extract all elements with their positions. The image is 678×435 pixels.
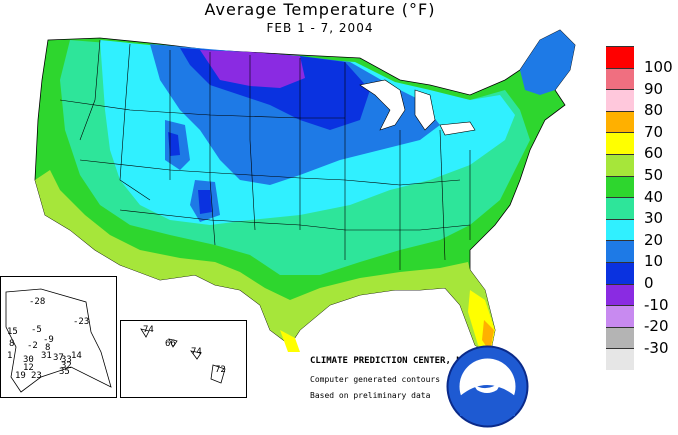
legend-swatch	[606, 89, 634, 111]
great-lakes	[359, 79, 476, 136]
legend-swatch	[606, 261, 634, 284]
legend-swatch	[606, 326, 634, 349]
state-lines	[59, 39, 471, 270]
legend-label: -30	[644, 338, 669, 357]
legend-swatch	[606, 110, 634, 133]
legend-label: 0	[644, 273, 654, 292]
alaska-temp-label: 12	[23, 363, 34, 373]
legend-label: 10	[644, 252, 664, 271]
hawaii-outline	[140, 328, 226, 384]
alaska-inset: -28 -23 15 -5 -9 8 -2 1 8 14 37 30 31 33 32 35 12 19 23	[0, 276, 117, 398]
alaska-temp-label: 23	[31, 371, 42, 381]
alaska-temp-label: 37	[53, 353, 64, 363]
alaska-temp-label: 15	[7, 327, 18, 337]
band-50	[35, 170, 495, 355]
legend-label: 70	[644, 122, 664, 141]
map-title: Average Temperature (°F)	[204, 0, 436, 19]
legend-swatch	[606, 46, 634, 68]
legend-swatch	[606, 283, 634, 306]
legend-label: -20	[644, 317, 669, 336]
hawaii-inset: 74 66 74 72	[120, 320, 247, 398]
credits-line2: Based on preliminary data	[310, 391, 431, 400]
legend-label: 80	[644, 101, 664, 120]
band-10-ne	[520, 30, 575, 95]
credits-block: CLIMATE PREDICTION CENTER, NOAA Computer…	[310, 356, 478, 407]
alaska-temp-label: 8	[9, 339, 15, 349]
legend-swatch	[606, 132, 634, 154]
alaska-temp-label: -28	[29, 297, 46, 307]
alaska-temp-label: 32	[61, 361, 72, 371]
legend-swatch	[606, 348, 634, 370]
alaska-temp-label: 8	[45, 343, 51, 353]
band-70-fl	[482, 320, 494, 352]
alaska-temp-label: 33	[61, 355, 72, 365]
map-subtitle: FEB 1 - 7, 2004	[266, 21, 374, 35]
legend-label: -10	[644, 295, 669, 314]
legend-swatch	[606, 197, 634, 219]
credits-org: CLIMATE PREDICTION CENTER, NOAA	[310, 356, 478, 366]
band-0-rockies2	[198, 190, 212, 214]
legend-swatch	[606, 240, 634, 262]
legend-label: 50	[644, 165, 664, 184]
legend-swatch	[606, 305, 634, 327]
band-0-rockies	[168, 132, 180, 156]
legend-label: 60	[644, 144, 664, 163]
alaska-temp-label: 14	[71, 351, 82, 361]
noaa-logo: NOAA	[446, 345, 529, 428]
legend-swatch	[606, 175, 634, 198]
legend-label: 20	[644, 230, 664, 249]
alaska-temp-label: -2	[27, 341, 38, 351]
hawaii-temp-label: 72	[215, 365, 226, 375]
legend-label: 40	[644, 187, 664, 206]
credits-line1: Computer generated contours	[310, 375, 441, 384]
band-minus10	[200, 50, 305, 88]
hawaii-temp-label: 66	[165, 339, 176, 349]
alaska-temp-label: 31	[41, 351, 52, 361]
legend-swatch	[606, 218, 634, 241]
alaska-temp-label: 19	[15, 371, 26, 381]
legend-swatch	[606, 67, 634, 90]
alaska-temp-label: -9	[43, 335, 54, 345]
band-60-tx	[280, 330, 300, 352]
hawaii-temp-label: 74	[191, 347, 202, 357]
legend-swatch	[606, 153, 634, 176]
legend-label: 30	[644, 209, 664, 228]
alaska-temp-label: 1	[7, 351, 13, 361]
noaa-logo-text: NOAA	[473, 375, 502, 385]
alaska-temp-label: -5	[31, 325, 42, 335]
alaska-temp-label: 35	[59, 367, 70, 377]
alaska-temp-label: -23	[73, 317, 90, 327]
legend-label: 100	[644, 58, 673, 76]
alaska-outline	[5, 288, 112, 393]
hawaii-temp-label: 74	[143, 325, 154, 335]
legend-label: 90	[644, 79, 664, 98]
alaska-temp-label: 30	[23, 355, 34, 365]
